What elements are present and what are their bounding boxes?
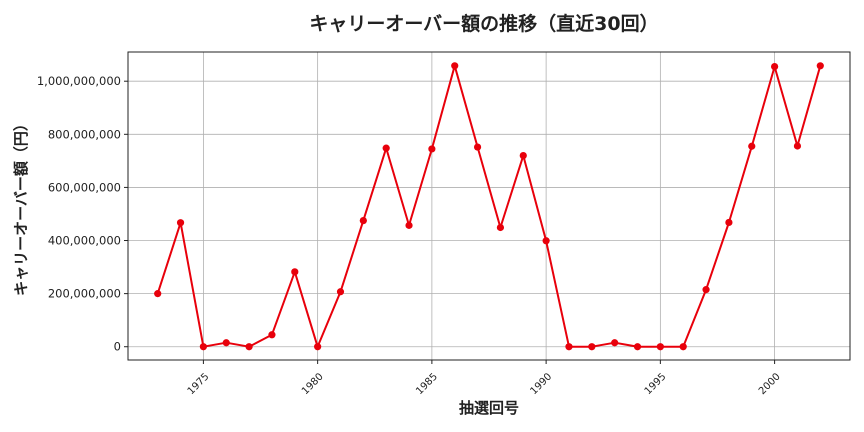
data-point [336,288,345,296]
data-point [702,286,710,294]
y-tick-label: 1,000,000,000 [37,74,121,88]
data-point [633,343,642,351]
data-point [428,145,436,153]
x-axis-ticks: 1975 1980 1985 1990 1995 2000 [186,360,783,397]
x-tick-label: 1975 [186,371,212,397]
data-point [771,63,779,71]
data-point [314,343,322,351]
x-tick-label: 1990 [528,371,554,397]
data-point [679,343,687,351]
data-point [793,142,802,150]
y-tick-label: 0 [114,340,121,354]
data-point [222,339,230,347]
plot-area [127,51,851,361]
data-point [542,237,550,245]
data-point [656,343,664,351]
data-point [473,143,482,151]
y-tick-label: 600,000,000 [48,180,121,194]
x-tick-label: 2000 [757,371,783,397]
y-tick-label: 400,000,000 [48,234,121,248]
x-tick-label: 1995 [643,371,669,397]
data-point [588,343,596,351]
x-tick-label: 1980 [300,371,326,397]
data-point [405,221,413,229]
data-point [199,343,207,351]
data-point [154,290,162,298]
x-axis-label: 抽選回号 [459,399,519,417]
y-tick-label: 200,000,000 [48,287,121,301]
data-point [382,144,390,152]
y-axis-label: キャリーオーバー額（円） [12,116,30,296]
chart-title: キャリーオーバー額の推移（直近30回） [309,12,658,35]
grid [128,52,850,360]
series-layer [154,62,824,351]
x-tick-label: 1985 [414,371,440,397]
y-tick-label: 800,000,000 [48,127,121,141]
data-point [725,218,733,227]
data-point [359,217,367,225]
data-point [291,268,299,276]
data-point [565,343,573,351]
data-point [245,343,253,351]
data-point [451,62,459,70]
data-point [268,331,276,339]
data-point [496,223,505,232]
y-axis-ticks: 0 200,000,000 400,000,000 600,000,000 800,00… [37,74,128,354]
data-point [611,339,619,347]
data-point [816,62,824,70]
data-point [176,219,185,227]
data-point [748,142,756,150]
series-line [156,64,822,348]
data-point [519,151,527,160]
